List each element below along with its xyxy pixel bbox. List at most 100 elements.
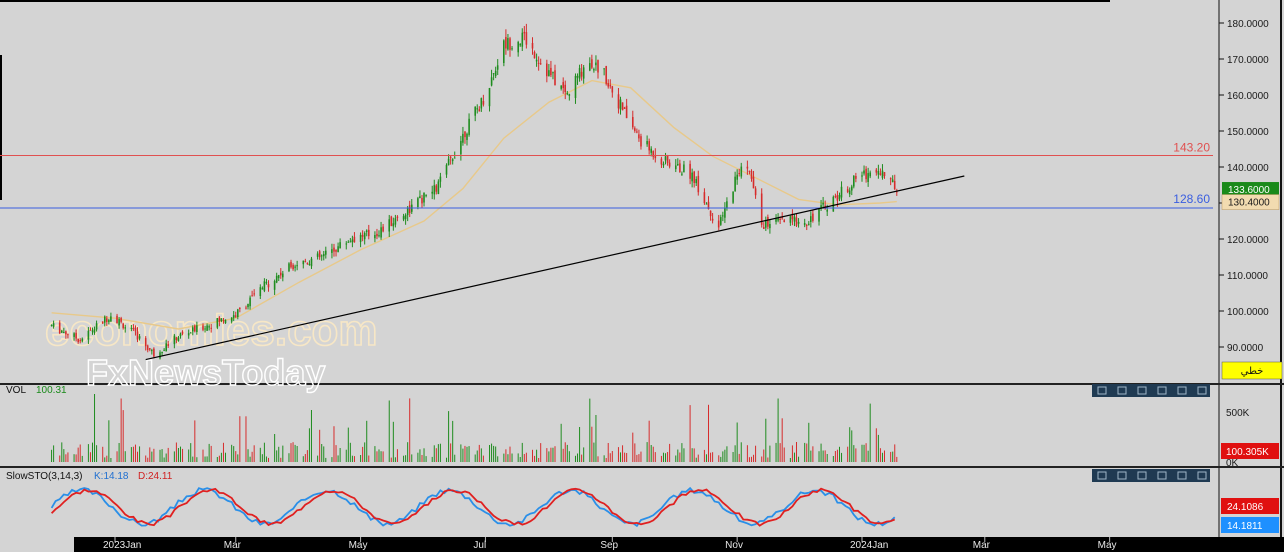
candle-body	[591, 59, 593, 68]
candle-body	[795, 217, 798, 226]
candle-body	[181, 331, 184, 334]
candle-body	[853, 176, 855, 187]
candle-body	[707, 201, 710, 210]
candle-body	[453, 157, 456, 159]
resistance-label: 143.20	[1173, 140, 1210, 154]
circle-icon[interactable]	[1197, 386, 1207, 395]
candle-body	[189, 332, 192, 334]
up-arrow-icon[interactable]	[1137, 386, 1147, 395]
candle-body	[435, 185, 438, 192]
candle-body	[116, 315, 118, 324]
candle-body	[106, 318, 108, 322]
candle-body	[464, 131, 466, 138]
candle-body	[153, 348, 155, 357]
down-arrow-icon[interactable]	[1157, 386, 1167, 395]
circle-icon[interactable]	[1197, 471, 1207, 480]
minimize-icon[interactable]	[1117, 471, 1127, 480]
candle-body	[222, 320, 225, 322]
settings-icon[interactable]	[1177, 471, 1187, 480]
price-tick-label: 90.0000	[1227, 343, 1264, 354]
candle-body	[423, 192, 425, 203]
candle-body	[865, 168, 867, 180]
candle-body	[488, 88, 491, 107]
watermark-line2: FxNewsToday	[86, 352, 325, 393]
candle-body	[769, 224, 771, 229]
candle-body	[717, 220, 720, 228]
candle-body	[482, 101, 485, 105]
trend-line	[145, 175, 965, 361]
candle-body	[767, 217, 769, 227]
chart-type-label: خطي	[1241, 366, 1264, 377]
panel-separator-stochastic	[0, 466, 1284, 468]
candle-body	[359, 234, 362, 242]
candle-body	[273, 281, 276, 290]
candle-body	[752, 176, 755, 189]
candle-body	[525, 32, 528, 45]
candle-body	[196, 325, 198, 332]
close-icon[interactable]	[1097, 471, 1107, 480]
candle-body	[789, 216, 792, 223]
minimize-icon[interactable]	[1117, 386, 1127, 395]
candle-body	[302, 260, 305, 265]
candle-body	[368, 229, 370, 237]
candle-body	[451, 159, 454, 162]
candle-body	[52, 323, 55, 327]
candle-body	[539, 63, 542, 65]
candle-body	[218, 317, 221, 322]
candle-body	[165, 343, 167, 352]
candle-body	[509, 38, 511, 50]
candle-body	[144, 338, 147, 347]
candle-body	[625, 105, 628, 119]
candle-body	[652, 151, 654, 157]
candle-body	[855, 176, 857, 179]
candle-body	[646, 141, 648, 145]
candle-body	[462, 133, 464, 143]
stochastic-k-tag	[1221, 517, 1279, 533]
ma-value-tag	[1221, 194, 1280, 210]
support-label: 128.60	[1173, 192, 1210, 206]
candle-body	[308, 264, 311, 265]
candle-body	[349, 241, 352, 243]
candle-body	[740, 166, 743, 177]
candle-body	[720, 217, 722, 225]
candle-body	[320, 255, 323, 257]
candle-body	[417, 198, 419, 207]
candle-body	[660, 158, 663, 165]
candle-body	[138, 336, 141, 339]
candle-body	[576, 75, 579, 78]
candle-body	[439, 176, 442, 182]
candle-body	[177, 337, 180, 341]
candle-body	[149, 348, 151, 350]
close-icon[interactable]	[1097, 386, 1107, 395]
candle-body	[666, 155, 669, 163]
candle-body	[95, 323, 98, 330]
candle-body	[376, 233, 378, 237]
candle-body	[523, 31, 526, 34]
candle-body	[697, 175, 700, 193]
candle-body	[173, 335, 176, 345]
candle-body	[339, 242, 341, 249]
candle-body	[220, 318, 223, 321]
candle-body	[75, 332, 77, 339]
candle-body	[161, 351, 163, 354]
candle-body	[533, 52, 536, 59]
current-price-value: 133.6000	[1228, 185, 1270, 196]
candle-body	[249, 297, 251, 307]
candle-body	[404, 214, 407, 219]
down-arrow-icon[interactable]	[1157, 471, 1167, 480]
candle-body	[607, 83, 609, 87]
candle-body	[210, 327, 212, 329]
candle-body	[617, 94, 620, 109]
chart-type-button[interactable]	[1221, 361, 1283, 380]
stochastic-panel-toolbar[interactable]	[1092, 469, 1210, 482]
candle-body	[519, 44, 521, 46]
candle-body	[691, 172, 693, 182]
candle-body	[695, 179, 697, 184]
candle-body	[496, 65, 499, 70]
candle-body	[294, 266, 296, 268]
up-arrow-icon[interactable]	[1137, 471, 1147, 480]
candle-body	[132, 328, 135, 330]
candle-body	[151, 350, 153, 352]
settings-icon[interactable]	[1177, 386, 1187, 395]
volume-panel-toolbar[interactable]	[1092, 384, 1210, 397]
